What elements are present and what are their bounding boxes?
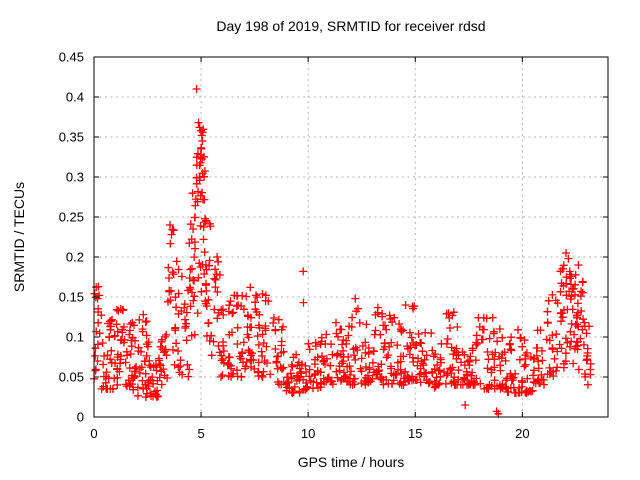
data-points-srmtid [90,85,595,418]
x-tick-label: 15 [408,426,422,441]
y-tick-label: 0.45 [59,50,84,65]
y-tick-label: 0.3 [66,170,84,185]
x-tick-label: 20 [515,426,529,441]
x-axis-label: GPS time / hours [298,454,405,470]
tick-labels: 0 5 10 15 20 0 0.05 0.1 0.15 0.2 0.25 0.3 0.35 0.4 0.4… [59,50,530,442]
x-tick-label: 5 [197,426,204,441]
plot-border [93,56,609,418]
y-tick-label: 0.35 [59,130,84,145]
y-tick-label: 0 [77,410,84,425]
y-axis-label: SRMTID / TECUs [11,182,27,292]
y-tick-label: 0.2 [66,250,84,265]
y-tick-label: 0.25 [59,210,84,225]
x-tick-label: 0 [90,426,97,441]
y-tick-label: 0.4 [66,90,84,105]
x-tick-label: 10 [301,426,315,441]
y-tick-label: 0.05 [59,370,84,385]
chart-title: Day 198 of 2019, SRMTID for receiver rds… [216,18,485,34]
y-tick-label: 0.1 [66,330,84,345]
y-tick-label: 0.15 [59,290,84,305]
